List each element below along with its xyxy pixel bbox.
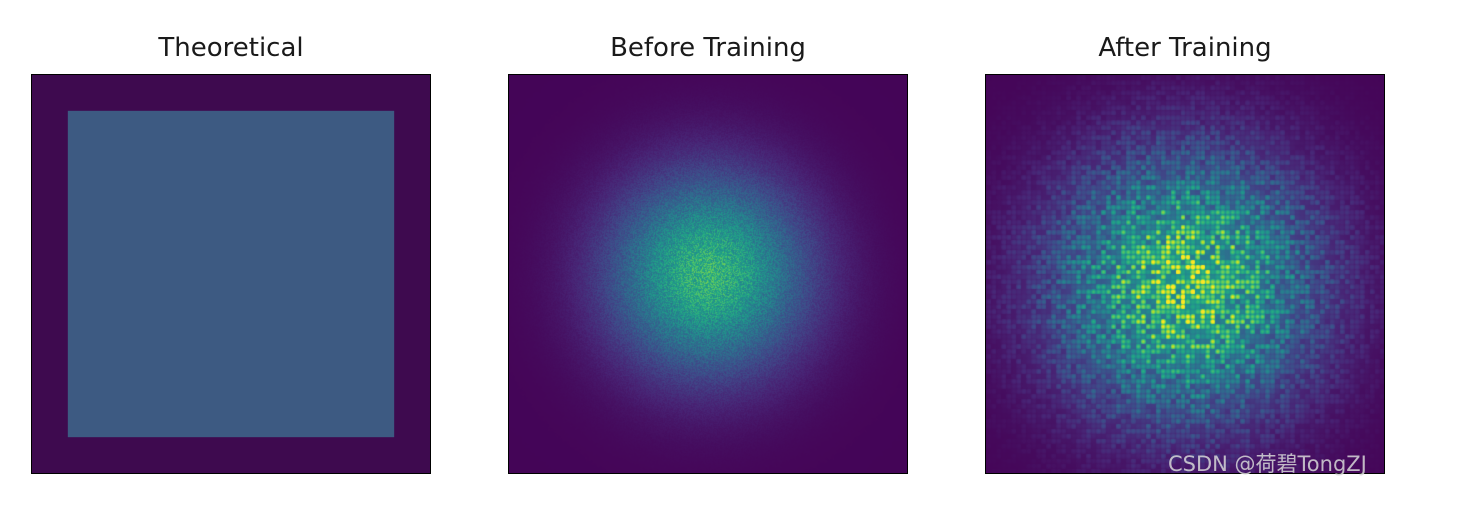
panel-theoretical: Theoretical: [31, 0, 431, 506]
theoretical-square: [68, 111, 394, 437]
watermark: CSDN @荷碧TongZJ: [1168, 448, 1367, 478]
chart-title-before-training: Before Training: [508, 30, 908, 66]
heatmap-theoretical: [31, 74, 431, 474]
heatmap-after-training-canvas: [986, 75, 1384, 473]
panel-before-training: Before Training: [508, 0, 908, 506]
heatmap-before-training-canvas: [509, 75, 907, 473]
heatmap-before-training: [508, 74, 908, 474]
heatmap-after-training: [985, 74, 1385, 474]
panel-after-training: After Training: [985, 0, 1385, 506]
heatmap-theoretical-svg: [32, 75, 430, 473]
chart-title-theoretical: Theoretical: [31, 30, 431, 66]
chart-title-after-training: After Training: [985, 30, 1385, 66]
